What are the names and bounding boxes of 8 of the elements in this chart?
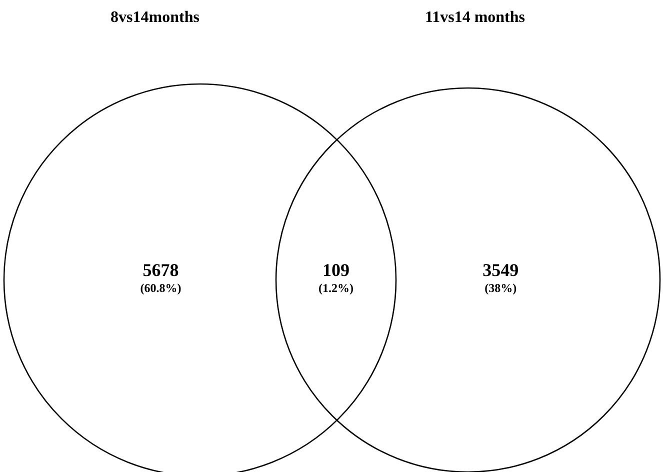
category-label: 3549 [482,260,519,280]
category-label: 5678 [142,260,179,280]
text: 11vs14 months [424,9,526,26]
data-label: (60.8%) [140,281,182,295]
category-label: 109 [322,260,350,280]
data-label: (38%) [484,281,517,295]
text: 8vs14months [110,9,200,26]
data-label: (1.2%) [318,281,354,295]
